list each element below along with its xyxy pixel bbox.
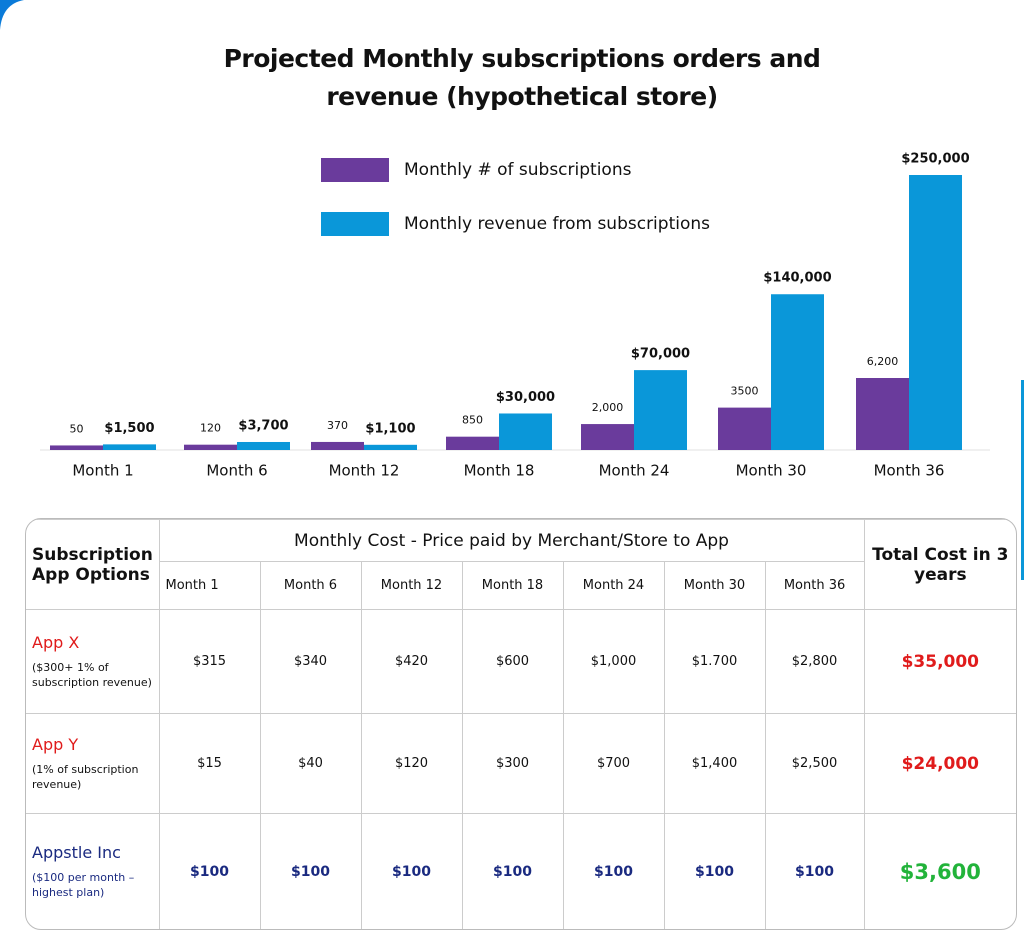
chart: Monthly # of subscriptions Monthly revenu…: [0, 0, 990, 480]
x-tick-label: Month 6: [206, 462, 267, 480]
cost: $420: [360, 609, 463, 714]
x-tick-label: Month 36: [874, 462, 945, 480]
app-name: Appstle Inc: [32, 843, 121, 863]
bar: [856, 378, 909, 450]
app-cell: App Y (1% of subscription revenue): [26, 713, 160, 814]
total: $24,000: [863, 713, 1016, 814]
value-label: 850: [462, 414, 483, 427]
cost: $300: [461, 713, 564, 814]
bar: [446, 436, 499, 450]
app-note: ($100 per month – highest plan): [32, 871, 135, 900]
cost: $100: [461, 813, 564, 929]
bar: [237, 441, 290, 450]
value-label: $30,000: [496, 390, 555, 405]
cost: $100: [562, 813, 665, 929]
bar: [581, 424, 634, 450]
month-header: Month 36: [764, 561, 865, 610]
bar: [909, 175, 962, 450]
cost: $120: [360, 713, 463, 814]
month-header: Month 6: [259, 561, 362, 610]
cost: $100: [764, 813, 865, 929]
app-name: App X: [32, 633, 80, 652]
legend-swatch: [321, 212, 389, 236]
bar: [364, 444, 417, 450]
bar: [311, 441, 364, 450]
cost: $1,000: [562, 609, 665, 714]
total: $3,600: [863, 813, 1016, 929]
value-label: $140,000: [763, 271, 831, 286]
total-header: Total Cost in 3 years: [863, 519, 1016, 610]
bar: [50, 445, 103, 450]
row-header: Subscription App Options: [26, 519, 160, 610]
bar: [718, 407, 771, 450]
value-label: 120: [200, 422, 221, 435]
cost: $100: [158, 813, 261, 929]
x-tick-label: Month 30: [736, 462, 807, 480]
value-label: $1,100: [365, 421, 415, 436]
cost: $100: [259, 813, 362, 929]
edge-decoration: [1021, 380, 1024, 580]
value-label: $250,000: [901, 152, 969, 167]
app-note: ($300+ 1% of subscription revenue): [32, 661, 152, 689]
month-header: Month 1: [159, 561, 261, 610]
bar: [103, 444, 156, 450]
x-tick-label: Month 12: [329, 462, 400, 480]
cost: $100: [663, 813, 766, 929]
cost: $340: [259, 609, 362, 714]
value-label: 370: [327, 419, 348, 432]
x-tick-label: Month 1: [72, 462, 133, 480]
cost: $315: [158, 609, 261, 714]
legend-swatch: [321, 158, 389, 182]
cost: $700: [562, 713, 665, 814]
cost: $2,800: [764, 609, 865, 714]
month-header: Month 30: [663, 561, 766, 610]
bar: [634, 370, 687, 450]
group-header: Monthly Cost - Price paid by Merchant/St…: [158, 519, 865, 562]
cost: $15: [158, 713, 261, 814]
cost: $600: [461, 609, 564, 714]
value-label: 6,200: [867, 355, 899, 368]
corner-decoration: [0, 0, 24, 30]
value-label: $3,700: [238, 418, 288, 433]
cost: $2,500: [764, 713, 865, 814]
chart-title: Projected Monthly subscriptions orders a…: [223, 44, 821, 111]
value-label: 3500: [731, 385, 759, 398]
app-note: (1% of subscription revenue): [32, 763, 139, 791]
value-label: $70,000: [631, 347, 690, 362]
x-tick-label: Month 24: [599, 462, 670, 480]
cost: $100: [360, 813, 463, 929]
bar: [499, 413, 552, 450]
legend-label: Monthly # of subscriptions: [404, 160, 632, 180]
x-tick-label: Month 18: [464, 462, 535, 480]
app-name: App Y: [32, 735, 79, 754]
total: $35,000: [863, 609, 1016, 714]
cost-table: Subscription App Options Monthly Cost - P…: [26, 519, 1016, 929]
value-label: 50: [70, 422, 84, 435]
table: Subscription App Options Monthly Cost - P…: [25, 518, 1017, 930]
value-label: 2,000: [592, 401, 624, 414]
cost: $1,400: [663, 713, 766, 814]
bar: [184, 444, 237, 450]
cost: $1.700: [663, 609, 766, 714]
bar: [771, 294, 824, 450]
month-header: Month 12: [360, 561, 463, 610]
month-header: Month 18: [461, 561, 564, 610]
value-label: $1,500: [104, 421, 154, 436]
legend-label: Monthly revenue from subscriptions: [404, 214, 710, 234]
app-cell: App X ($300+ 1% of subscription revenue): [26, 609, 160, 714]
cost: $40: [259, 713, 362, 814]
app-cell: Appstle Inc ($100 per month – highest pla…: [26, 813, 160, 929]
month-header: Month 24: [562, 561, 665, 610]
